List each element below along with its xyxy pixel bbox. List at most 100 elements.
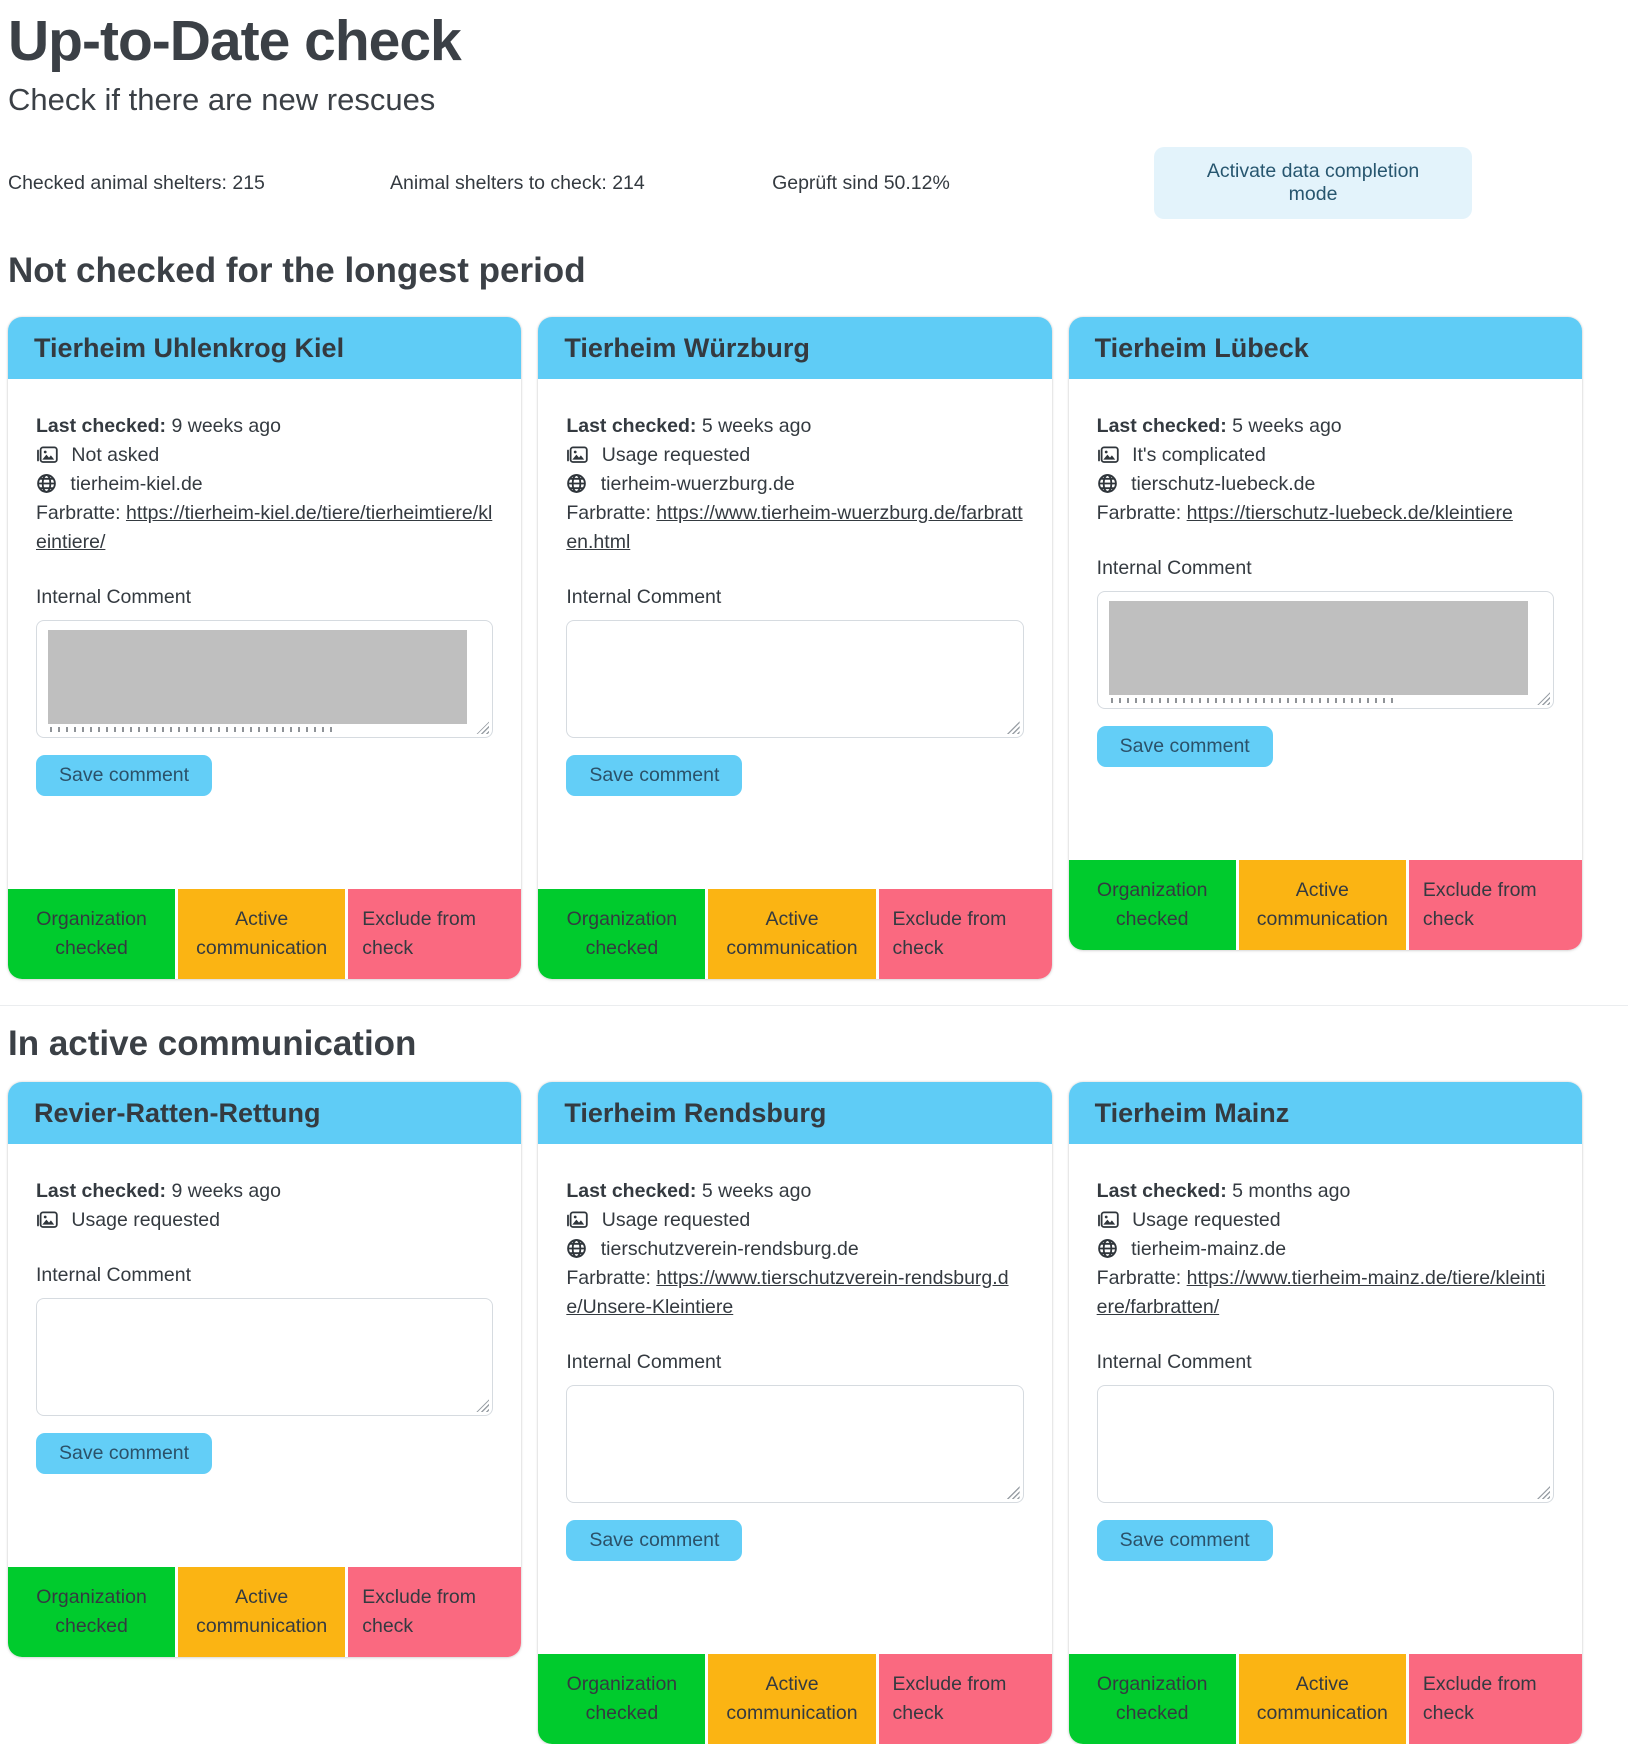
farbratte-link[interactable]: https://www.tierheim-wuerzburg.de/farbra…	[566, 502, 1023, 554]
save-comment-button[interactable]: Save comment	[566, 1519, 743, 1561]
active-communication-button[interactable]: Active communication	[1238, 1653, 1406, 1744]
active-communication-button[interactable]: Active communication	[178, 889, 346, 980]
active-communication-button[interactable]: Active communication	[1238, 860, 1406, 951]
internal-comment-textarea[interactable]	[566, 620, 1024, 739]
organization-checked-button[interactable]: Organization checked	[538, 889, 706, 980]
card-title: Revier-Ratten-Rettung	[34, 1097, 321, 1128]
farbratte-link[interactable]: https://www.tierschutzverein-rendsburg.d…	[566, 1266, 1009, 1318]
internal-comment-label: Internal Comment	[1096, 1350, 1252, 1373]
organization-checked-button[interactable]: Organization checked	[1068, 860, 1236, 951]
last-checked-line: Last checked: 9 weeks ago	[36, 412, 493, 441]
farbratte-link[interactable]: https://tierheim-kiel.de/tiere/tierheimt…	[36, 502, 493, 554]
website-line: tierheim-kiel.de	[36, 470, 493, 499]
website-text: tierschutz-luebeck.de	[1131, 473, 1316, 496]
stat-checked-shelters: Checked animal shelters: 215	[8, 171, 265, 194]
activate-data-completion-button[interactable]: Activate data completion mode	[1154, 147, 1472, 220]
shelter-card: Tierheim Würzburg Last checked: 5 weeks …	[538, 317, 1052, 980]
exclude-from-check-button[interactable]: Exclude from check	[1408, 860, 1582, 951]
website-line: tierheim-mainz.de	[1097, 1235, 1554, 1264]
card-body: Last checked: 9 weeks ago Usage requeste…	[8, 1144, 521, 1474]
stat-checked-percent: Geprüft sind 50.12%	[772, 171, 950, 194]
internal-comment-label: Internal Comment	[36, 586, 191, 609]
globe-icon	[567, 474, 587, 494]
internal-comment-textarea[interactable]	[36, 1297, 494, 1416]
organization-checked-button[interactable]: Organization checked	[1068, 1653, 1236, 1744]
farbratte-link[interactable]: https://tierschutz-luebeck.de/kleintiere	[1186, 502, 1513, 525]
farbratte-link[interactable]: https://www.tierheim-mainz.de/tiere/klei…	[1096, 1266, 1546, 1318]
save-comment-button[interactable]: Save comment	[36, 1432, 213, 1474]
exclude-from-check-button[interactable]: Exclude from check	[1408, 1653, 1582, 1744]
farbratte-label: Farbratte:	[1096, 1266, 1182, 1289]
status-line: Usage requested	[36, 1206, 493, 1235]
status-action-buttons: Organization checked Active communicatio…	[538, 889, 1052, 980]
status-text: Usage requested	[1132, 1208, 1281, 1231]
cards-grid-active-communication: Revier-Ratten-Rettung Last checked: 9 we…	[8, 1081, 1582, 1744]
last-checked-value: 5 months ago	[1232, 1179, 1351, 1202]
last-checked-label: Last checked:	[1096, 1179, 1227, 1202]
section-divider	[0, 1005, 1628, 1007]
textarea-resize-handle[interactable]	[1536, 1485, 1550, 1499]
website-line: tierheim-wuerzburg.de	[566, 470, 1023, 499]
globe-icon	[37, 474, 56, 494]
internal-comment-label: Internal Comment	[36, 1263, 191, 1286]
shelter-card: Tierheim Mainz Last checked: 5 months ag…	[1068, 1081, 1582, 1744]
card-body: Last checked: 5 weeks ago Usage requeste…	[538, 379, 1051, 797]
save-comment-button[interactable]: Save comment	[1096, 1519, 1273, 1561]
active-communication-button[interactable]: Active communication	[708, 889, 876, 980]
card-header: Tierheim Lübeck	[1068, 317, 1582, 380]
website-text: tierschutzverein-rendsburg.de	[600, 1237, 859, 1260]
card-title: Tierheim Mainz	[1094, 1097, 1290, 1128]
globe-icon	[1097, 474, 1117, 494]
last-checked-value: 5 weeks ago	[701, 415, 812, 438]
image-icon	[1097, 1211, 1119, 1228]
save-comment-button[interactable]: Save comment	[1096, 726, 1273, 768]
status-action-buttons: Organization checked Active communicatio…	[1068, 860, 1582, 951]
save-comment-button[interactable]: Save comment	[36, 755, 213, 797]
organization-checked-button[interactable]: Organization checked	[8, 1566, 176, 1657]
last-checked-label: Last checked:	[1096, 415, 1227, 438]
last-checked-line: Last checked: 5 weeks ago	[566, 412, 1023, 441]
exclude-from-check-button[interactable]: Exclude from check	[348, 889, 522, 980]
farbratte-line: Farbratte: https://tierschutz-luebeck.de…	[1097, 499, 1554, 528]
last-checked-label: Last checked:	[566, 415, 697, 438]
image-icon	[37, 446, 58, 464]
card-title: Tierheim Würzburg	[564, 333, 810, 364]
stat-shelters-to-check: Animal shelters to check: 214	[390, 171, 645, 194]
last-checked-value: 5 weeks ago	[1232, 415, 1342, 438]
card-body: Last checked: 9 weeks ago Not asked	[8, 379, 521, 797]
status-action-buttons: Organization checked Active communicatio…	[538, 1653, 1052, 1744]
organization-checked-button[interactable]: Organization checked	[8, 889, 176, 980]
active-communication-button[interactable]: Active communication	[708, 1653, 876, 1744]
internal-comment-label: Internal Comment	[1096, 557, 1252, 580]
save-comment-button[interactable]: Save comment	[566, 755, 743, 797]
internal-comment-textarea[interactable]	[566, 1384, 1024, 1503]
status-line: It's complicated	[1097, 441, 1554, 470]
internal-comment-textarea[interactable]	[1096, 591, 1554, 710]
exclude-from-check-button[interactable]: Exclude from check	[878, 1653, 1052, 1744]
card-header: Tierheim Mainz	[1068, 1081, 1582, 1144]
stats-row: Checked animal shelters: 215 Animal shel…	[8, 147, 1620, 220]
status-text: Usage requested	[71, 1208, 220, 1231]
last-checked-line: Last checked: 5 weeks ago	[566, 1177, 1023, 1206]
status-text: Usage requested	[601, 1208, 751, 1231]
textarea-resize-handle[interactable]	[476, 721, 490, 735]
active-communication-button[interactable]: Active communication	[178, 1566, 346, 1657]
website-text: tierheim-wuerzburg.de	[600, 473, 795, 496]
internal-comment-textarea[interactable]	[36, 620, 494, 739]
textarea-resize-handle[interactable]	[1536, 692, 1550, 706]
page-title: Up-to-Date check	[8, 9, 462, 73]
textarea-resize-handle[interactable]	[1006, 721, 1020, 735]
section-heading-not-checked: Not checked for the longest period	[8, 251, 586, 291]
card-title: Tierheim Uhlenkrog Kiel	[34, 333, 345, 364]
image-icon	[567, 446, 589, 464]
last-checked-line: Last checked: 9 weeks ago	[36, 1177, 493, 1206]
last-checked-label: Last checked:	[36, 1179, 167, 1202]
card-body: Last checked: 5 weeks ago Usage requeste…	[538, 1144, 1051, 1561]
organization-checked-button[interactable]: Organization checked	[538, 1653, 706, 1744]
internal-comment-textarea[interactable]	[1096, 1384, 1554, 1503]
textarea-resize-handle[interactable]	[1006, 1485, 1020, 1499]
exclude-from-check-button[interactable]: Exclude from check	[878, 889, 1052, 980]
card-body: Last checked: 5 months ago Usage request…	[1069, 1144, 1582, 1561]
exclude-from-check-button[interactable]: Exclude from check	[348, 1566, 522, 1657]
textarea-resize-handle[interactable]	[476, 1398, 490, 1412]
